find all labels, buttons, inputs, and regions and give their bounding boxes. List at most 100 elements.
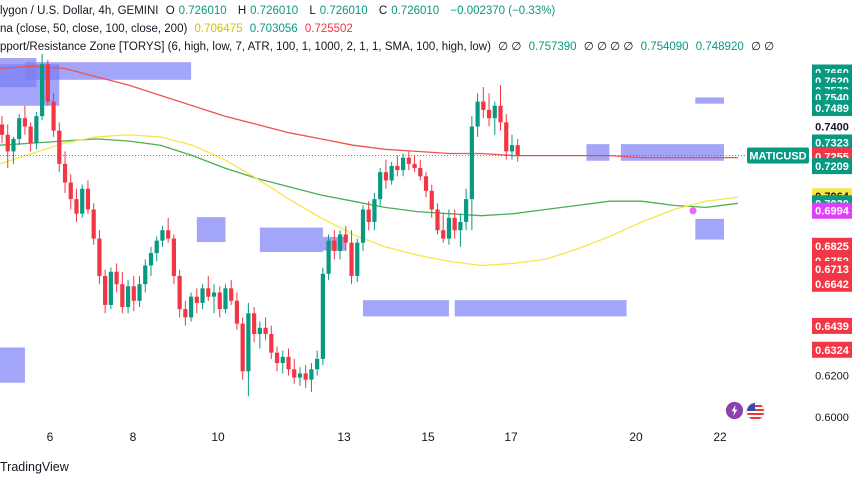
candle	[406, 151, 411, 171]
candle-body	[183, 309, 188, 318]
ma100-value: 0.703056	[249, 23, 298, 35]
ma200-line	[0, 65, 738, 159]
tradingview-logo[interactable]: TradingView	[0, 460, 69, 474]
candle	[97, 230, 102, 285]
candle-body	[137, 284, 142, 301]
ma-marker-dot	[689, 207, 697, 215]
candle-body	[383, 172, 389, 181]
candle	[355, 238, 360, 283]
candle-body	[0, 124, 5, 135]
candle	[0, 116, 5, 144]
candle-body	[292, 369, 297, 378]
candle	[34, 111, 39, 150]
y-tick-label: 0.6200	[815, 371, 849, 383]
candle	[114, 263, 119, 293]
candle-body	[240, 323, 245, 372]
candle	[148, 246, 154, 276]
candle-body	[297, 373, 303, 378]
candle	[492, 101, 497, 135]
candle	[269, 325, 274, 359]
zone-value-3: 0.748920	[695, 41, 744, 53]
candle	[22, 105, 28, 135]
price-label-bg	[812, 261, 852, 278]
candle-body	[131, 286, 136, 301]
lightning-icon[interactable]	[726, 402, 743, 419]
candle-body	[263, 327, 268, 334]
candle-body	[498, 105, 503, 123]
candle-body	[332, 240, 337, 251]
price-label: 0.7323	[815, 137, 849, 149]
candle-body	[223, 288, 228, 310]
candle	[40, 53, 45, 121]
zone-rect	[454, 300, 627, 317]
price-label: 0.6713	[815, 264, 849, 276]
candle	[401, 153, 406, 177]
candle-body	[406, 157, 411, 164]
candle-body	[315, 358, 320, 370]
symbol-title[interactable]: lygon / U.S. Dollar, 4h, GEMINI	[0, 5, 159, 17]
candle-body	[423, 176, 429, 191]
candle	[509, 134, 515, 160]
candle-body	[166, 230, 171, 239]
candle-body	[194, 296, 199, 303]
candle-body	[343, 234, 348, 243]
zone-rect	[259, 227, 323, 253]
candle	[80, 184, 85, 218]
candle	[286, 348, 291, 376]
candle-body	[148, 253, 154, 266]
candle-body	[17, 118, 22, 139]
candle	[166, 217, 171, 243]
candle	[183, 300, 188, 326]
candle	[378, 168, 383, 206]
candle-body	[34, 116, 39, 144]
candle	[154, 236, 159, 262]
candle	[429, 184, 434, 218]
candle	[446, 209, 452, 245]
candle	[383, 159, 389, 189]
price-label-bg	[812, 134, 852, 151]
candle-body	[486, 109, 492, 119]
legend-zone-line: pport/Resistance Zone [TORYS] (6, high, …	[0, 40, 778, 54]
candle	[498, 85, 503, 131]
zone-indicator-name[interactable]: pport/Resistance Zone [TORYS] (6, high, …	[0, 41, 491, 53]
us-flag-icon[interactable]	[746, 402, 765, 421]
zone-rect	[695, 97, 724, 104]
candle-body	[125, 286, 131, 308]
price-axis[interactable]: 0.76600.76600.76200.75730.75400.74890.74…	[747, 64, 852, 424]
candle	[125, 280, 131, 314]
candle-body	[401, 157, 406, 171]
candle	[469, 116, 474, 231]
candle-body	[45, 64, 50, 102]
candle-body	[91, 209, 96, 239]
candle	[177, 269, 182, 318]
candle	[17, 114, 22, 146]
candle	[211, 284, 217, 314]
candle	[85, 180, 91, 214]
time-axis[interactable]: 6 8 10 13 15 17 20 22	[47, 430, 727, 444]
zone-null-1: ∅ ∅	[498, 41, 522, 53]
candle	[372, 192, 377, 231]
candle-body	[274, 352, 280, 364]
candle	[120, 271, 125, 314]
candle-body	[68, 182, 73, 200]
candle	[103, 269, 108, 314]
candle	[223, 284, 228, 314]
candle-body	[372, 199, 377, 222]
candle-body	[217, 292, 222, 310]
candle	[234, 292, 240, 330]
candle-body	[200, 288, 205, 303]
candle-body	[269, 334, 274, 353]
candle	[137, 275, 142, 308]
candle	[11, 136, 16, 164]
candle	[131, 275, 136, 312]
candle-body	[504, 122, 509, 152]
x-tick-label: 13	[337, 430, 351, 444]
price-label-bg	[812, 317, 852, 334]
ma-indicator-name[interactable]: na (close, 50, close, 100, close, 200)	[0, 23, 188, 35]
candle	[326, 234, 331, 281]
candle	[475, 93, 480, 137]
candle-body	[257, 327, 262, 334]
price-label: 0.6642	[815, 279, 849, 291]
candle-body	[458, 221, 463, 231]
